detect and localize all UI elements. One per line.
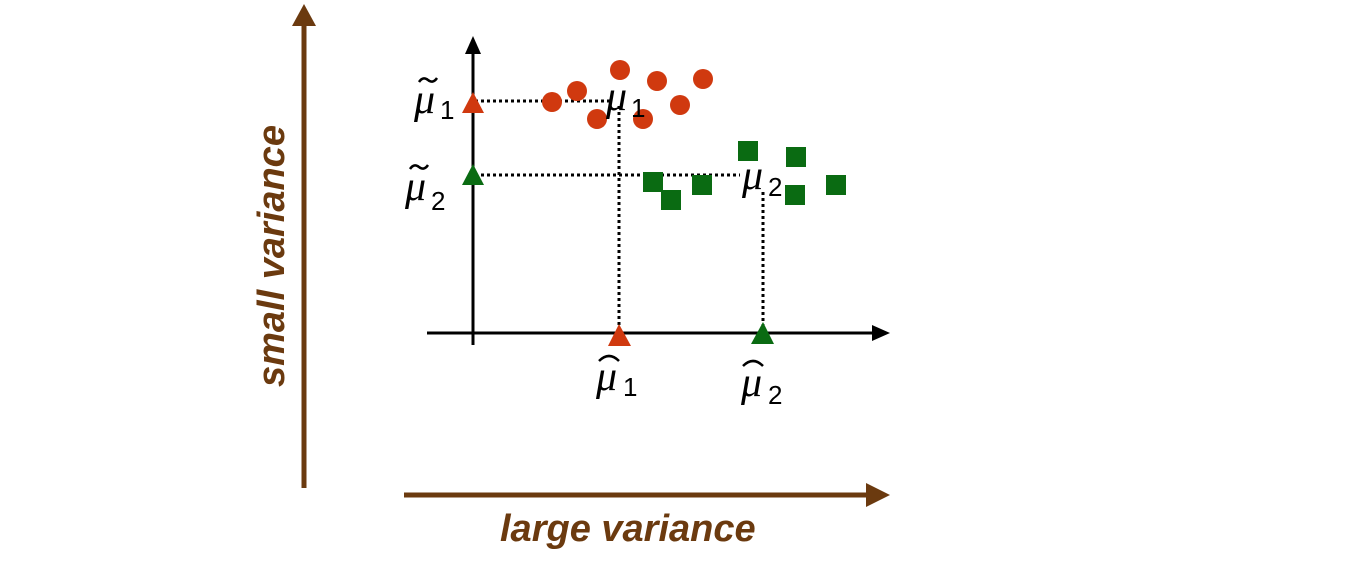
class1-point xyxy=(647,71,667,91)
tilde-mu1-label: μ 1 xyxy=(413,77,454,125)
svg-text:μ: μ xyxy=(605,74,627,120)
y-axis xyxy=(465,36,481,345)
class2-point xyxy=(738,141,758,161)
tilde-mu1-triangle xyxy=(462,92,484,113)
large-variance-label: large variance xyxy=(500,508,756,550)
class2-point xyxy=(786,147,806,167)
class1-point xyxy=(587,109,607,129)
svg-text:μ: μ xyxy=(740,360,762,406)
hat-mu1-triangle xyxy=(608,324,631,346)
svg-text:μ: μ xyxy=(404,164,426,210)
svg-text:2: 2 xyxy=(431,186,445,216)
large-variance-arrow xyxy=(404,483,890,507)
class1-point xyxy=(633,109,653,129)
hat-mu2-triangle xyxy=(751,322,774,344)
class2-points xyxy=(643,141,846,210)
svg-text:μ: μ xyxy=(595,354,617,400)
class1-point xyxy=(670,95,690,115)
hat-mu1-label: μ 1 xyxy=(595,354,637,402)
class1-point xyxy=(542,92,562,112)
tilde-mu2-label: μ 2 xyxy=(404,164,445,216)
mu1-label: μ 1 xyxy=(605,74,645,123)
mu2-label: μ 2 xyxy=(741,153,782,202)
projection-lines xyxy=(475,99,765,330)
svg-text:1: 1 xyxy=(440,95,454,125)
class1-point xyxy=(693,69,713,89)
svg-text:2: 2 xyxy=(768,380,782,410)
svg-text:μ: μ xyxy=(413,77,435,123)
hat-mu2-label: μ 2 xyxy=(740,359,782,410)
class2-point xyxy=(785,185,805,205)
tilde-mu2-triangle xyxy=(462,164,484,185)
svg-text:μ: μ xyxy=(741,153,763,199)
class2-point xyxy=(692,175,712,195)
x-axis xyxy=(427,325,890,341)
class1-points xyxy=(542,60,713,129)
class2-point xyxy=(826,175,846,195)
small-variance-arrow xyxy=(292,4,316,488)
class1-point xyxy=(610,60,630,80)
class2-point xyxy=(643,172,663,192)
class2-point xyxy=(661,190,681,210)
small-variance-label: small variance xyxy=(251,125,293,387)
svg-text:1: 1 xyxy=(631,93,645,123)
class1-point xyxy=(567,81,587,101)
svg-text:2: 2 xyxy=(768,172,782,202)
svg-text:1: 1 xyxy=(623,372,637,402)
